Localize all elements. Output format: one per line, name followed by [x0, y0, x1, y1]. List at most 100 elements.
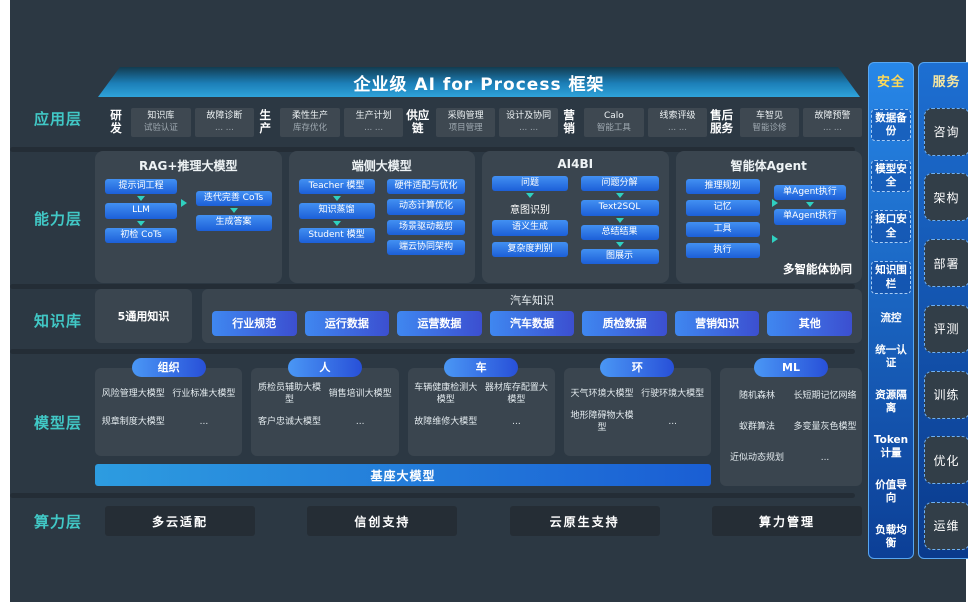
compute-item: 信创支持	[307, 506, 458, 536]
service-item: 优化	[923, 436, 968, 485]
app-item-line1: 生产计划	[355, 111, 392, 122]
agent-title: 智能体Agent	[730, 159, 807, 173]
compute-item: 算力管理	[711, 506, 862, 536]
knowledge-tag: 汽车数据	[489, 311, 575, 336]
multi-agent-label: 多智能体协同	[783, 262, 852, 276]
framework-banner: 企业级 AI for Process 框架	[98, 67, 860, 97]
agent-module: 工具	[685, 221, 760, 237]
general-knowledge-box: 5通用知识	[95, 289, 192, 343]
service-item: 咨询	[923, 107, 968, 156]
app-item-line2: ... ...	[364, 122, 384, 133]
feature-tag: 端云协同架构	[387, 239, 465, 255]
layer-divider	[10, 349, 855, 354]
arrow-down-icon	[332, 220, 341, 226]
agent-module: 执行	[685, 242, 760, 258]
model-item: 地形障碍物大模型	[570, 411, 634, 433]
security-item: 接口安全	[871, 210, 911, 243]
security-item: 负载均衡	[875, 523, 907, 549]
app-group-label: 生产	[259, 108, 271, 136]
flow-step: 提示词工程	[105, 179, 177, 195]
model-item: 近似动态规划	[729, 453, 784, 464]
model-item: ...	[199, 417, 209, 428]
compute-item: 云原生支持	[509, 506, 660, 536]
model-group-person: 人 质检员辅助大模型 销售培训大模型 客户忠诚大模型 ...	[251, 358, 399, 456]
layer-label-model: 模型层	[34, 414, 83, 432]
app-group-label: 营销	[563, 108, 575, 136]
compute-layer-row: 多云适配 信创支持 云原生支持 算力管理	[105, 506, 862, 536]
layer-divider	[10, 493, 855, 498]
app-item-line1: 柔性生产	[292, 111, 329, 122]
model-item: 规章制度大模型	[101, 417, 165, 428]
flow-step: Student 模型	[298, 227, 375, 243]
app-group-aftersales: 售后服务 车智见 智能诊修 故障预警 ... ...	[707, 108, 862, 137]
app-group-rd: 研发 知识库 试验认证 故障诊断 ... ...	[105, 108, 255, 137]
app-item-line2: 项目管理	[448, 122, 483, 133]
app-group-label: 售后服务	[710, 108, 734, 136]
service-item: 部署	[923, 239, 968, 288]
security-item: 资源隔离	[875, 388, 907, 415]
service-item: 训练	[923, 370, 968, 419]
app-group-production: 生产 柔性生产 库存优化 生产计划 ... ...	[254, 108, 404, 137]
model-item: 车辆健康检测大模型	[414, 383, 478, 405]
model-item: 客户忠诚大模型	[258, 417, 322, 428]
model-item: 天气环境大模型	[570, 389, 634, 400]
security-item: 知识围栏	[871, 261, 911, 294]
model-group-ml: ML 随机森林 长短期记忆网络 蚁群算法 多变量灰色模型 近似动态规划 ...	[720, 358, 862, 486]
model-item: 随机森林	[738, 390, 775, 401]
app-item: 故障预警 ... ...	[803, 108, 862, 137]
app-group-supply-chain: 供应链 采购管理 项目管理 设计及协同 ... ...	[403, 108, 559, 137]
app-item-line1: 车智见	[756, 111, 784, 122]
app-item-line1: 故障预警	[814, 111, 851, 122]
model-item: 行驶环境大模型	[641, 389, 705, 400]
arrow-down-icon	[806, 202, 814, 208]
model-item: 行业标准大模型	[172, 389, 236, 400]
agent-exec: 单Agent执行	[774, 209, 846, 225]
app-item-line1: 线索评级	[659, 111, 696, 122]
flow-step: Text2SQL	[580, 200, 659, 216]
flow-step: Teacher 模型	[298, 179, 375, 195]
model-item: ...	[355, 417, 365, 428]
app-item: 故障诊断 ... ...	[194, 108, 255, 137]
agent-module: 记忆	[685, 200, 760, 216]
auto-knowledge-box: 汽车知识 行业规范 运行数据 运营数据 汽车数据 质检数据 营销知识 其他	[202, 289, 862, 343]
security-item: Token计量	[873, 433, 909, 459]
app-item-line1: 故障诊断	[206, 111, 243, 122]
app-item-line2: 库存优化	[293, 122, 328, 133]
arrow-right-icon	[771, 235, 778, 243]
model-item: ...	[668, 417, 677, 428]
model-item: 蚁群算法	[738, 422, 775, 433]
security-title: 安全	[876, 75, 905, 90]
model-group-pill: ML	[754, 358, 828, 377]
service-item: 评测	[923, 304, 968, 353]
security-panel: 安全 数据备份 模型安全 接口安全 知识围栏 流控 统一认证 资源隔离 Toke…	[868, 62, 914, 559]
edge-model-box: 端侧大模型 Teacher 模型 知识蒸馏 Student 模型 硬件适配与优化…	[288, 151, 475, 283]
model-layer-row: 组织 风险管理大模型 行业标准大模型 规章制度大模型 ... 人 质检员辅助大模…	[95, 358, 711, 456]
layer-label-knowledge: 知识库	[34, 312, 83, 330]
compute-item: 多云适配	[105, 506, 255, 536]
security-item: 统一认证	[875, 344, 907, 370]
flow-step: 初检 CoTs	[105, 227, 177, 243]
knowledge-tag: 运行数据	[304, 311, 390, 336]
flow-step: 问题	[492, 176, 568, 192]
arrow-right-icon	[771, 199, 778, 207]
auto-knowledge-title: 汽车知识	[510, 294, 554, 307]
rag-model-box: RAG+推理大模型 提示词工程 LLM 初检 CoTs 迭代完善 CoTs 生成…	[95, 151, 282, 283]
flow-step-plain: 意图识别	[510, 205, 550, 217]
rag-title: RAG+推理大模型	[139, 159, 238, 173]
app-item: Calo 智能工具	[584, 108, 644, 137]
app-item: 采购管理 项目管理	[436, 108, 496, 137]
app-item: 知识库 试验认证	[131, 108, 191, 137]
flow-step: 语义生成	[492, 220, 568, 236]
layer-divider	[10, 147, 855, 152]
flow-step: 知识蒸馏	[298, 203, 375, 219]
model-group-environment: 环 天气环境大模型 行驶环境大模型 地形障碍物大模型 ...	[563, 358, 711, 456]
model-item: 多变量灰色模型	[793, 422, 857, 433]
ai4bi-title: AI4BI	[557, 157, 594, 171]
app-item-line1: 设计及协同	[506, 111, 552, 122]
layer-label-capability: 能力层	[34, 210, 83, 228]
knowledge-tag: 质检数据	[582, 311, 667, 336]
arrow-down-icon	[137, 220, 145, 226]
flow-step: 图展示	[580, 248, 659, 264]
arrow-down-icon	[615, 217, 624, 223]
